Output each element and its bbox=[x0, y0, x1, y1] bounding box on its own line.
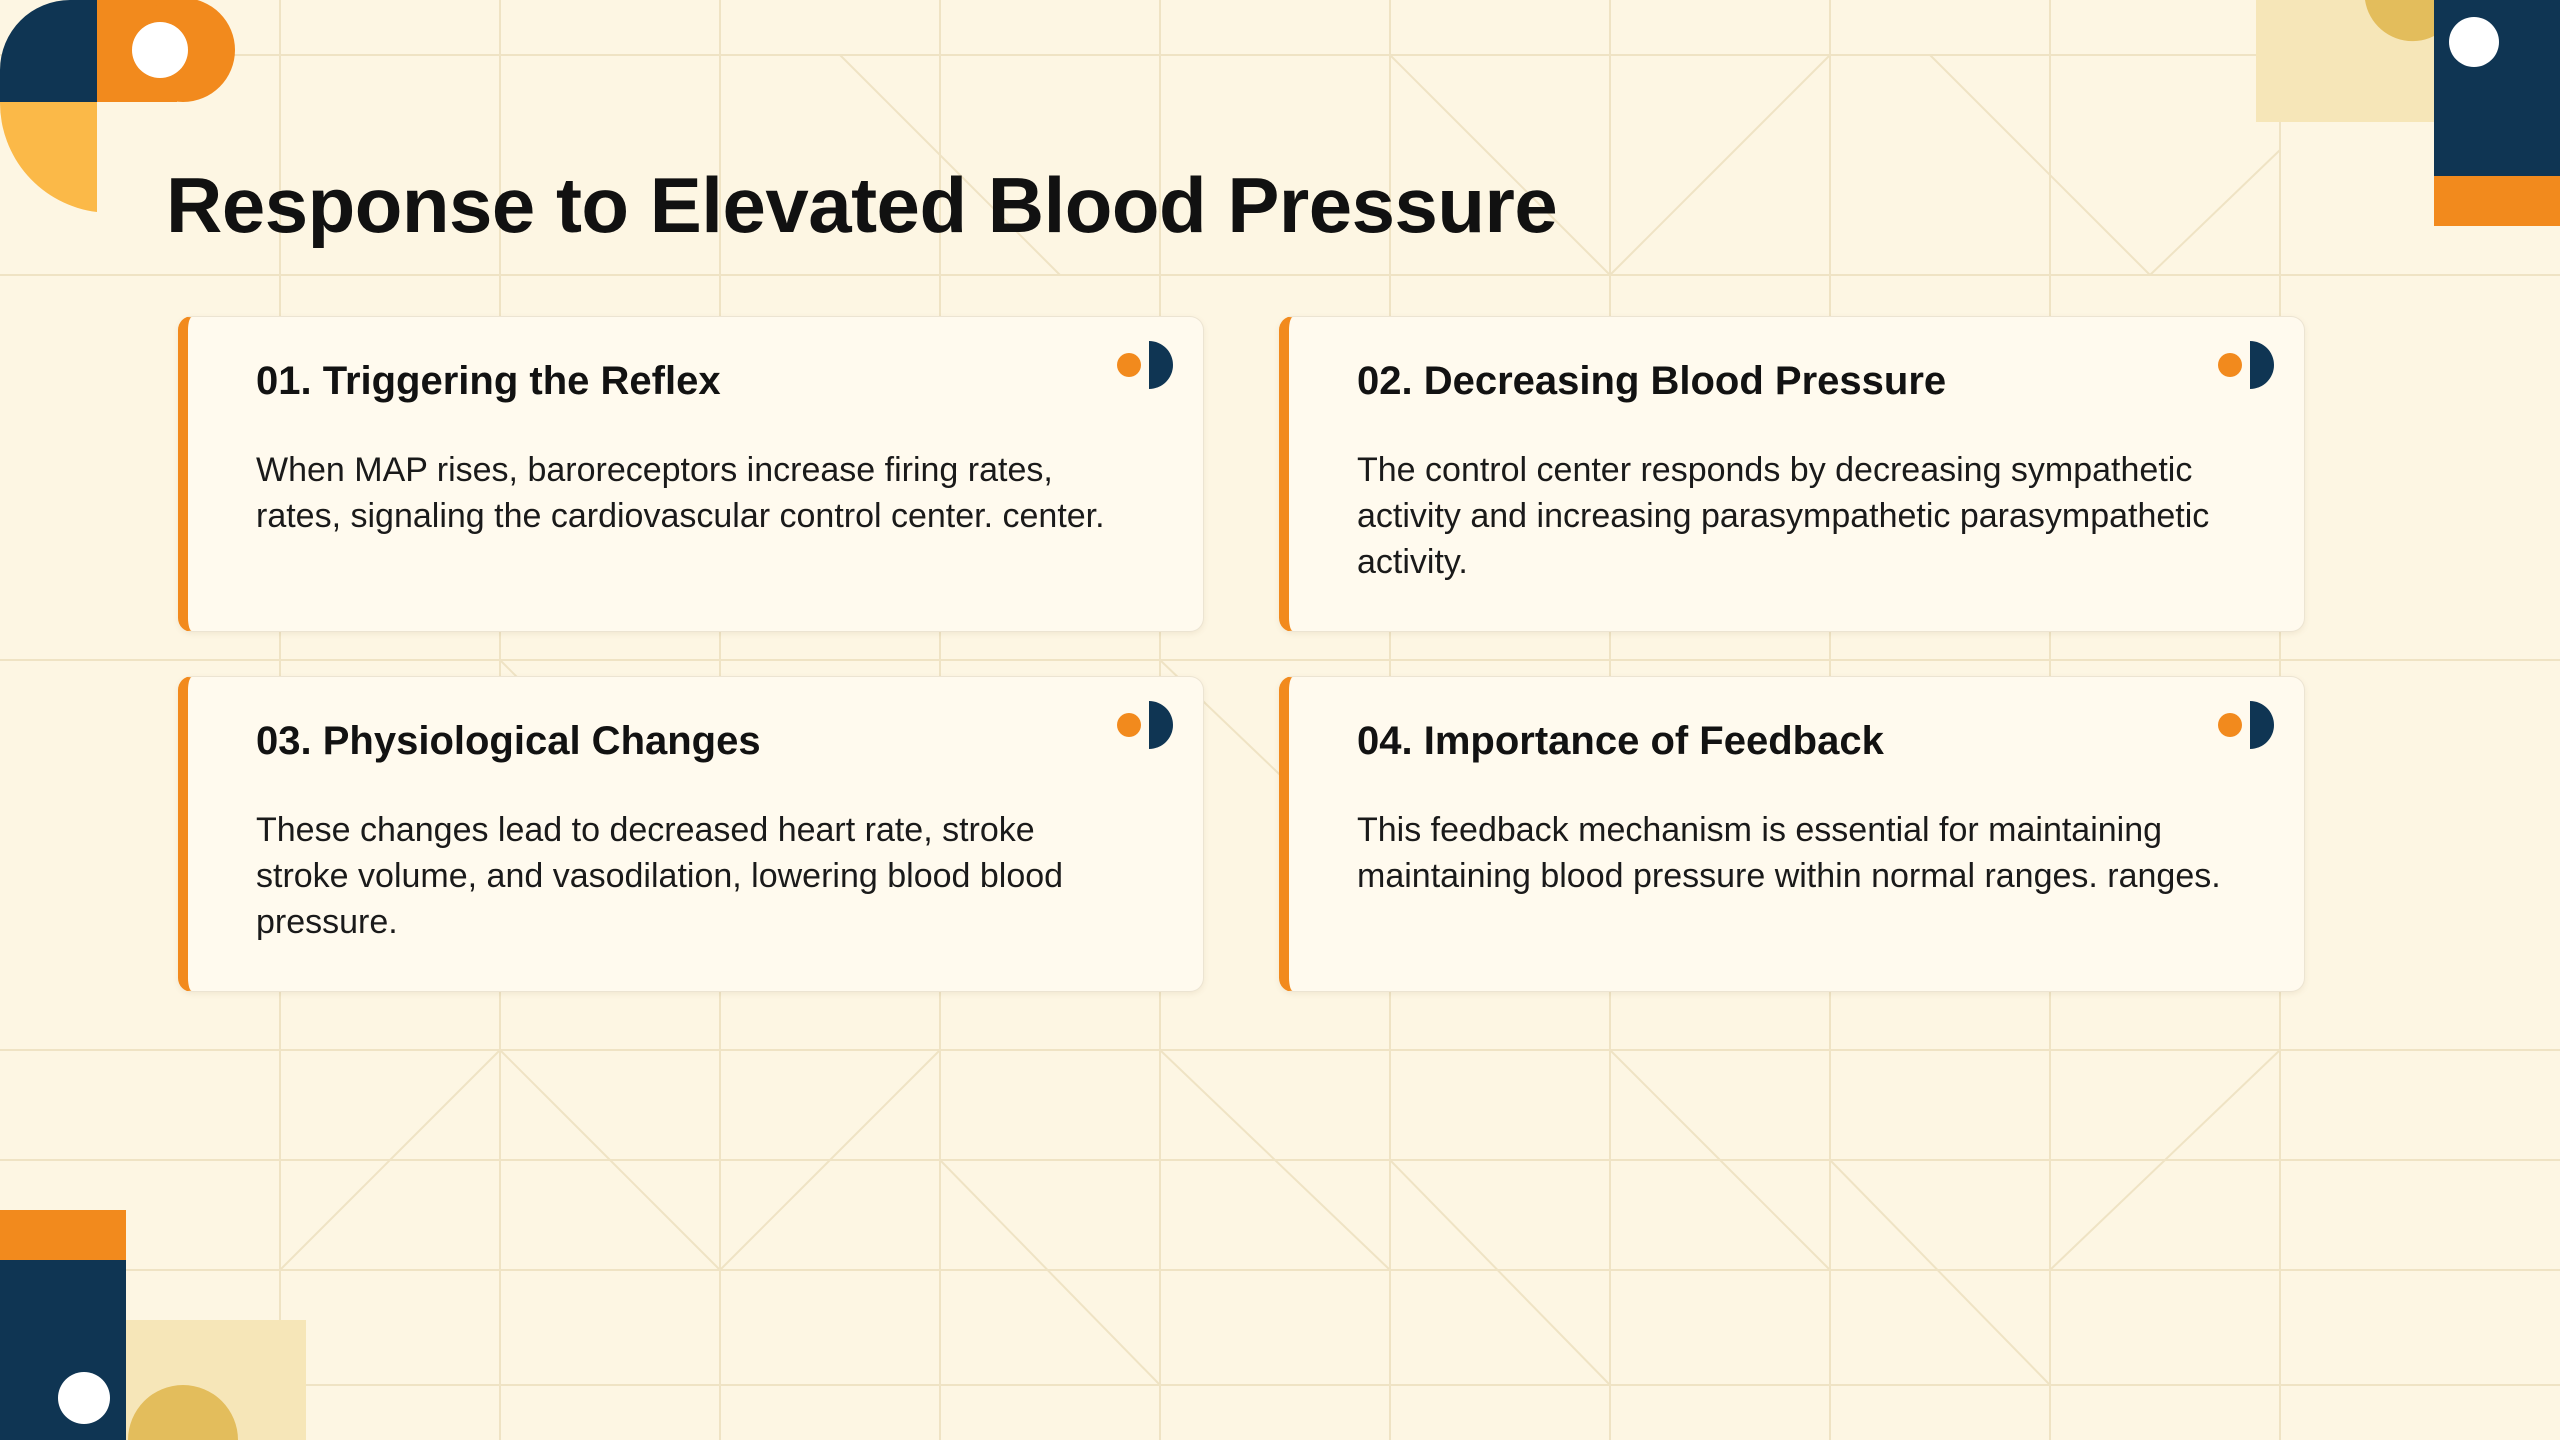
card-physiological-changes: 03. Physiological Changes These changes … bbox=[178, 676, 1204, 992]
card-importance-of-feedback: 04. Importance of Feedback This feedback… bbox=[1279, 676, 2305, 992]
card-body: The control center responds by decreasin… bbox=[1357, 451, 2210, 581]
decoration-bottom-left bbox=[0, 1210, 306, 1440]
card-title: 02. Decreasing Blood Pressure bbox=[1357, 359, 1947, 403]
half-circle-dot-icon bbox=[1117, 701, 1173, 749]
card-decreasing-blood-pressure: 02. Decreasing Blood Pressure The contro… bbox=[1279, 316, 2305, 632]
card-title: 01. Triggering the Reflex bbox=[256, 359, 721, 403]
card-title: 03. Physiological Changes bbox=[256, 719, 761, 763]
decoration-top-left bbox=[0, 0, 235, 212]
card-body: When MAP rises, baroreceptors increase f… bbox=[256, 451, 1105, 535]
page-title: Response to Elevated Blood Pressure bbox=[166, 161, 1558, 249]
half-circle-dot-icon bbox=[2218, 341, 2274, 389]
half-circle-dot-icon bbox=[1117, 341, 1173, 389]
decoration-top-right bbox=[2256, 0, 2560, 226]
card-triggering-reflex: 01. Triggering the Reflex When MAP rises… bbox=[178, 316, 1204, 632]
half-circle-dot-icon bbox=[2218, 701, 2274, 749]
card-body: These changes lead to decreased heart ra… bbox=[256, 811, 1064, 941]
card-title: 04. Importance of Feedback bbox=[1357, 719, 1884, 763]
card-body: This feedback mechanism is essential for… bbox=[1357, 811, 2221, 895]
